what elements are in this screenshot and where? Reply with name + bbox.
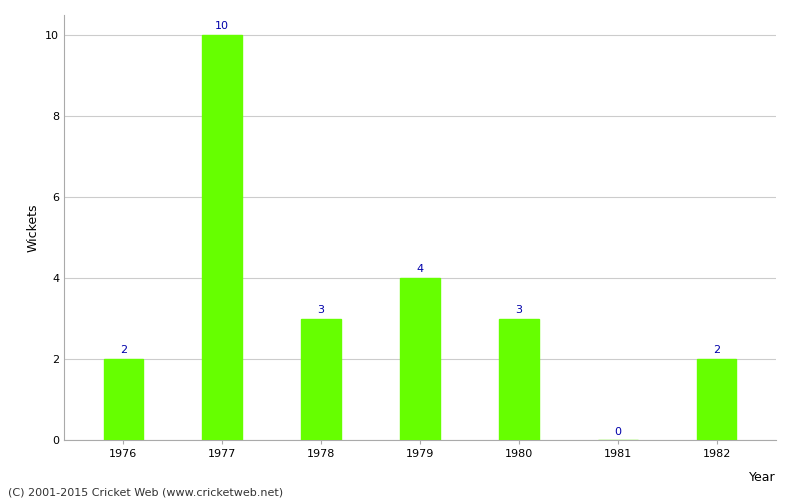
Bar <box>499 318 538 440</box>
Text: 0: 0 <box>614 427 622 437</box>
Bar <box>202 35 242 440</box>
Text: 10: 10 <box>215 21 230 31</box>
Text: 3: 3 <box>318 304 325 314</box>
Text: 2: 2 <box>120 345 127 355</box>
Y-axis label: Wickets: Wickets <box>26 203 39 252</box>
Text: 4: 4 <box>417 264 423 274</box>
Bar <box>103 359 143 440</box>
Bar <box>697 359 737 440</box>
Bar <box>302 318 341 440</box>
Text: Year: Year <box>750 470 776 484</box>
Text: 3: 3 <box>515 304 522 314</box>
Text: 2: 2 <box>713 345 720 355</box>
Text: (C) 2001-2015 Cricket Web (www.cricketweb.net): (C) 2001-2015 Cricket Web (www.cricketwe… <box>8 488 283 498</box>
Bar <box>400 278 440 440</box>
